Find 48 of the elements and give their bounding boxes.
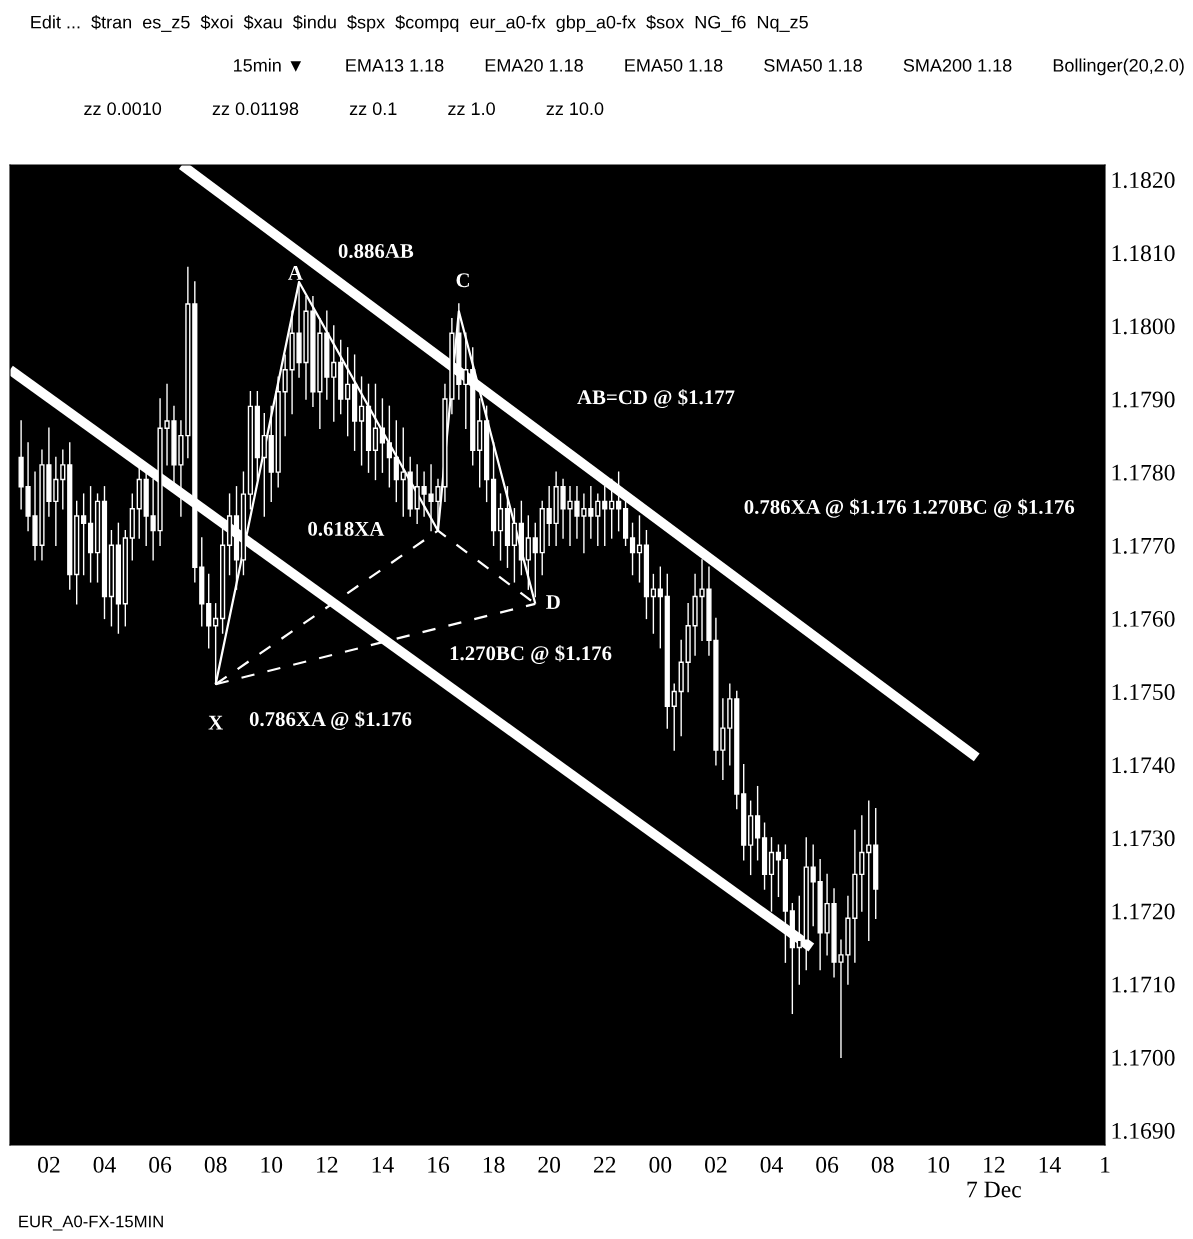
text: 15min ▼ EMA13 1.18 EMA20 1.18 EMA50 1.18 SMA50 1.18 SMA200 1.18 Bollinger(20,2.0) xyxy=(234,58,1184,76)
x-tick-label: 18 xyxy=(483,1156,505,1173)
x-tick-label: 22 xyxy=(593,1156,616,1173)
x-tick-label: 14 xyxy=(1039,1156,1061,1173)
y-tick-label: 1.1690 xyxy=(1112,1122,1175,1139)
y-tick-label: 1.1770 xyxy=(1112,537,1175,554)
annotation: 1.270BC @ $1.176 xyxy=(450,645,612,665)
annotation: 0.618XA xyxy=(308,521,385,536)
x-tick-label: 02 xyxy=(705,1156,727,1173)
x-tick-label: 06 xyxy=(149,1156,172,1173)
y-tick-label: 1.1760 xyxy=(1112,610,1175,627)
annotation: A xyxy=(288,265,303,280)
y-tick-label: 1.1730 xyxy=(1112,830,1175,847)
x-tick-label: 12 xyxy=(317,1156,338,1173)
y-tick-label: 1.1710 xyxy=(1112,976,1175,993)
annotation: 0.886AB xyxy=(338,243,414,259)
x-tick-label: 12 7 Dec xyxy=(967,1156,1021,1198)
text: EUR_A0-FX-15MIN xyxy=(19,1215,163,1231)
x-tick-label: 14 xyxy=(372,1156,394,1173)
x-tick-label: 00 xyxy=(649,1156,672,1173)
x-tick-label: 08 xyxy=(871,1156,894,1173)
y-tick-label: 1.1700 xyxy=(1112,1049,1175,1066)
annotation: X xyxy=(208,715,223,730)
y-tick-label: 1.1780 xyxy=(1112,464,1175,481)
x-tick-label: 08 xyxy=(204,1156,227,1173)
x-tick-label: 10 xyxy=(928,1156,950,1173)
x-tick-label: 04 xyxy=(93,1156,116,1173)
y-tick-label: 1.1750 xyxy=(1112,684,1175,701)
x-tick-label: 16 xyxy=(428,1156,450,1173)
y-tick-label: 1.1810 xyxy=(1112,245,1175,262)
x-tick-label: 06 xyxy=(816,1156,839,1173)
y-tick-label: 1.1720 xyxy=(1112,903,1175,920)
y-tick-label: 1.1790 xyxy=(1112,391,1175,408)
x-tick-label: 02 xyxy=(38,1156,60,1173)
y-tick-label: 1.1800 xyxy=(1112,318,1175,335)
text: zz 0.0010 zz 0.01198 zz 0.1 zz 1.0 zz 10.0 xyxy=(84,102,604,116)
x-tick-label: 04 xyxy=(760,1156,783,1173)
x-tick-label: 1 xyxy=(1101,1156,1110,1173)
annotation: 0.786XA @ $1.176 1.270BC @ $1.176 xyxy=(744,498,1075,518)
x-tick-label: 20 xyxy=(538,1156,561,1173)
annotation: C xyxy=(456,273,469,288)
text: Edit ... $tran es_z5 $xoi $xau $indu $spx $compq eur_a0-fx gbp_a0-fx $sox NG_f6 Nq_z5 xyxy=(31,14,808,33)
annotation: D xyxy=(546,595,560,609)
annotation: AB=CD @ $1.177 xyxy=(577,389,735,409)
y-tick-label: 1.1740 xyxy=(1112,757,1175,774)
x-tick-label: 10 xyxy=(261,1156,283,1173)
y-tick-label: 1.1820 xyxy=(1112,172,1175,189)
annotation: 0.786XA @ $1.176 xyxy=(249,710,412,730)
